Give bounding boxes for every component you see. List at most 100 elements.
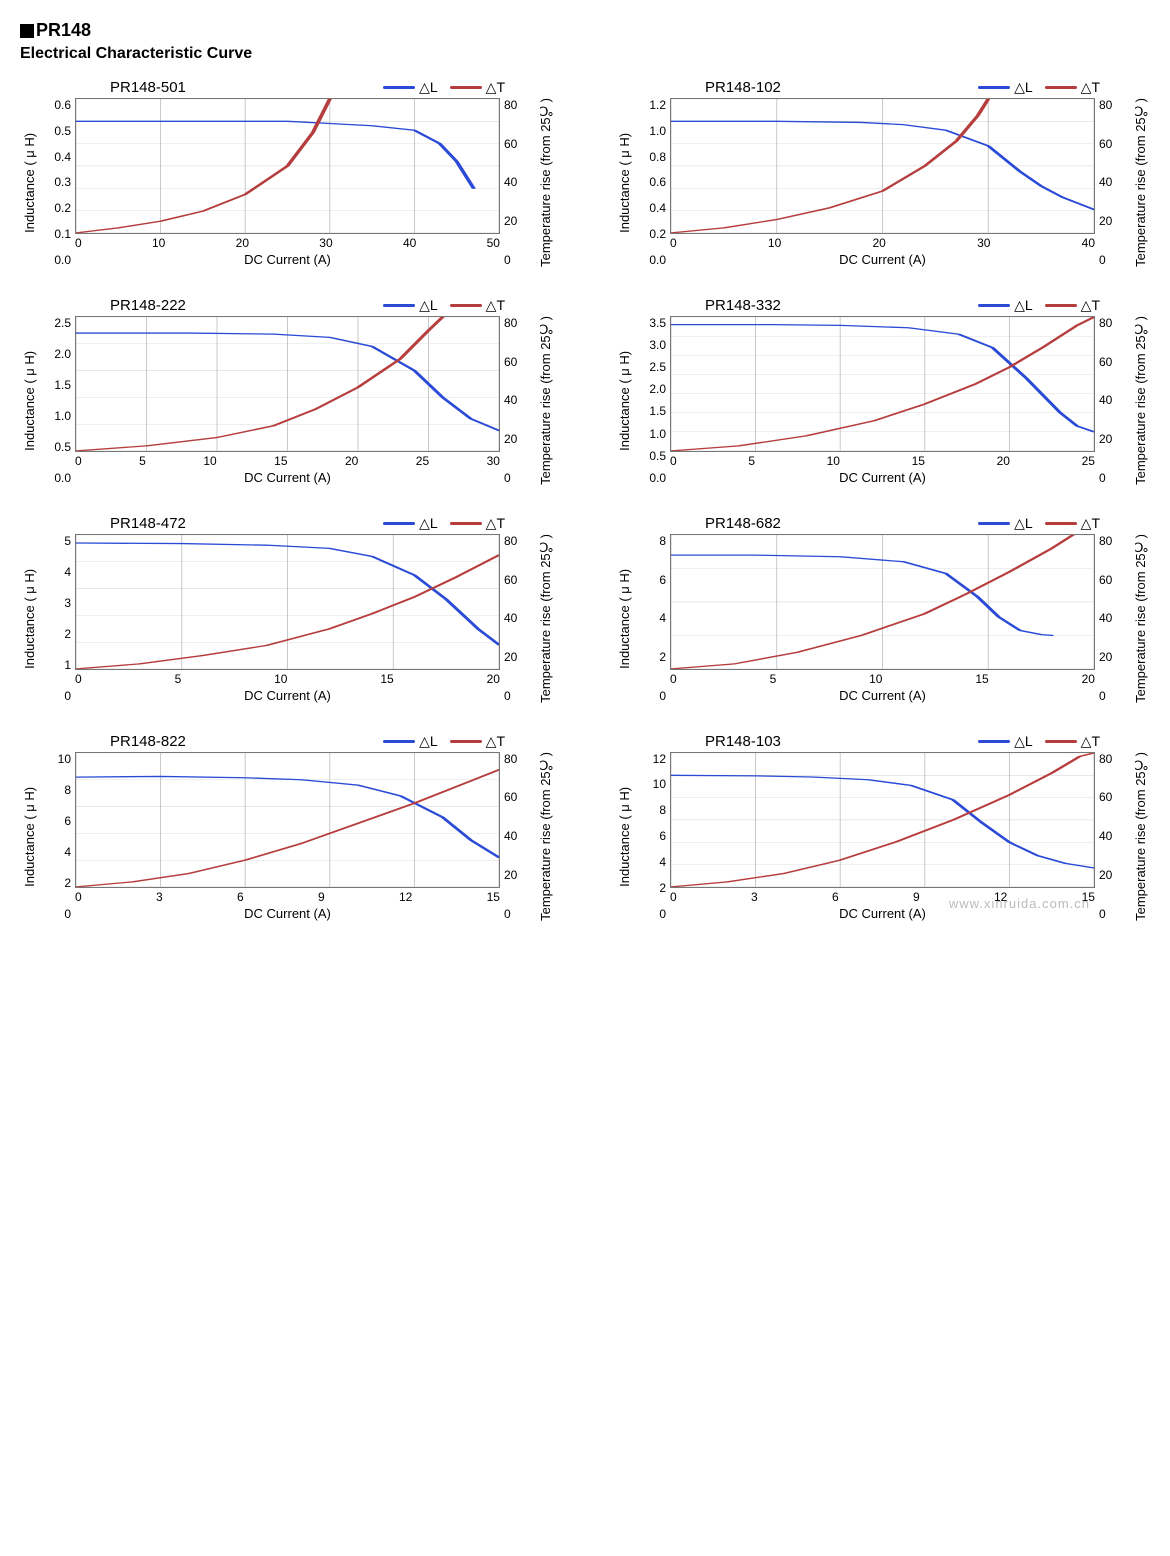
plot-area [670,316,1095,452]
plot-wrap: Inductance ( μ H)3.53.02.52.01.51.00.50.… [615,316,1150,485]
tick-label: 0 [64,689,71,703]
legend-dT-swatch [450,86,482,89]
tick-label: 30 [977,236,990,250]
tick-label: 0.2 [649,227,666,241]
legend-dL-swatch [383,740,415,743]
tick-label: 1.0 [649,124,666,138]
legend-dT: △T [1045,733,1100,750]
y-axis-right-ticks: 806040200 [500,98,536,267]
tick-label: 40 [504,611,517,625]
tick-label: 10 [58,752,71,766]
page-title: PR148 [36,20,91,41]
legend-dT-label: △T [486,79,505,96]
y-axis-right-ticks: 806040200 [500,752,536,921]
plot-area [75,752,500,888]
tick-label: 80 [1099,316,1112,330]
tick-label: 3.0 [649,338,666,352]
tick-label: 60 [504,790,517,804]
tick-label: 2.0 [54,347,71,361]
y-axis-left-label: Inductance ( μ H) [615,534,634,703]
y-axis-left-ticks: 3.53.02.52.01.51.00.50.0 [634,316,670,485]
tick-label: 0 [504,907,511,921]
x-axis-label: DC Current (A) [75,250,500,267]
tick-label: 60 [1099,355,1112,369]
chart-cell: PR148-822△L△TInductance ( μ H)1086420036… [20,733,555,921]
tick-label: 0.5 [649,449,666,463]
tick-label: 1.0 [54,409,71,423]
legend-dL: △L [978,79,1033,96]
tick-label: 20 [1099,650,1112,664]
tick-label: 0 [670,672,677,686]
y-axis-left-label: Inductance ( μ H) [615,752,634,921]
tick-label: 0 [504,471,511,485]
plot-center: 051015202530DC Current (A) [75,316,500,485]
plot-area [670,98,1095,234]
tick-label: 2 [659,881,666,895]
y-axis-right-ticks: 806040200 [1095,752,1131,921]
plot-area [670,752,1095,888]
page-title-row: PR148 [20,20,1150,41]
tick-label: 60 [1099,790,1112,804]
tick-label: 8 [64,783,71,797]
tick-label: 4 [64,565,71,579]
legend-dT: △T [1045,79,1100,96]
y-axis-left-ticks: 1.21.00.80.60.40.20.0 [634,98,670,267]
y-axis-left-label: Inductance ( μ H) [20,316,39,485]
legend-dT-label: △T [486,733,505,750]
y-axis-left-ticks: 0.60.50.40.30.20.10.0 [39,98,75,267]
tick-label: 40 [1099,829,1112,843]
tick-label: 20 [504,214,517,228]
plot-wrap: Inductance ( μ H)0.60.50.40.30.20.10.001… [20,98,555,267]
tick-label: 20 [997,454,1010,468]
chart-cell: PR148-102△L△TInductance ( μ H)1.21.00.80… [615,79,1150,267]
y-axis-right-label: Temperature rise (from 25℃) [1131,98,1150,267]
plot-center: 03691215DC Current (A) [670,752,1095,921]
tick-label: 1.0 [649,427,666,441]
tick-label: 80 [504,316,517,330]
plot-center: 01020304050DC Current (A) [75,98,500,267]
tick-label: 2 [64,627,71,641]
tick-label: 0.0 [54,253,71,267]
tick-label: 0.4 [649,201,666,215]
plot-wrap: Inductance ( μ H)12108642003691215DC Cur… [615,752,1150,921]
tick-label: 20 [1099,214,1112,228]
tick-label: 60 [504,355,517,369]
tick-label: 60 [1099,573,1112,587]
tick-label: 20 [1099,868,1112,882]
tick-label: 40 [1099,611,1112,625]
x-axis-ticks: 03691215 [75,888,500,904]
legend-dT-swatch [450,304,482,307]
legend-dL-swatch [383,522,415,525]
legend-dL-label: △L [1014,733,1033,750]
legend: △L△T [383,733,505,750]
tick-label: 0 [670,454,677,468]
tick-label: 1.5 [649,404,666,418]
chart-name: PR148-472 [110,515,186,532]
tick-label: 9 [913,890,920,904]
tick-label: 15 [975,672,988,686]
chart-cell: PR148-501△L△TInductance ( μ H)0.60.50.40… [20,79,555,267]
tick-label: 2 [659,650,666,664]
plot-wrap: Inductance ( μ H)1.21.00.80.60.40.20.001… [615,98,1150,267]
tick-label: 60 [504,137,517,151]
tick-label: 4 [659,855,666,869]
tick-label: 10 [768,236,781,250]
y-axis-right-label: Temperature rise (from 25℃) [536,752,555,921]
legend-dL-swatch [978,86,1010,89]
legend-dT-label: △T [1081,79,1100,96]
plot-center: 010203040DC Current (A) [670,98,1095,267]
tick-label: 0 [504,689,511,703]
legend-dL-label: △L [1014,79,1033,96]
tick-label: 10 [274,672,287,686]
tick-label: 0 [75,454,82,468]
page-subtitle: Electrical Characteristic Curve [20,45,1150,63]
y-axis-left-label: Inductance ( μ H) [20,534,39,703]
series-dL [76,776,499,857]
chart-header: PR148-472△L△T [20,515,555,534]
tick-label: 5 [770,672,777,686]
series-dL [671,775,1094,868]
y-axis-right-ticks: 806040200 [1095,534,1131,703]
plot-wrap: Inductance ( μ H)108642003691215DC Curre… [20,752,555,921]
tick-label: 0.5 [54,124,71,138]
tick-label: 5 [748,454,755,468]
